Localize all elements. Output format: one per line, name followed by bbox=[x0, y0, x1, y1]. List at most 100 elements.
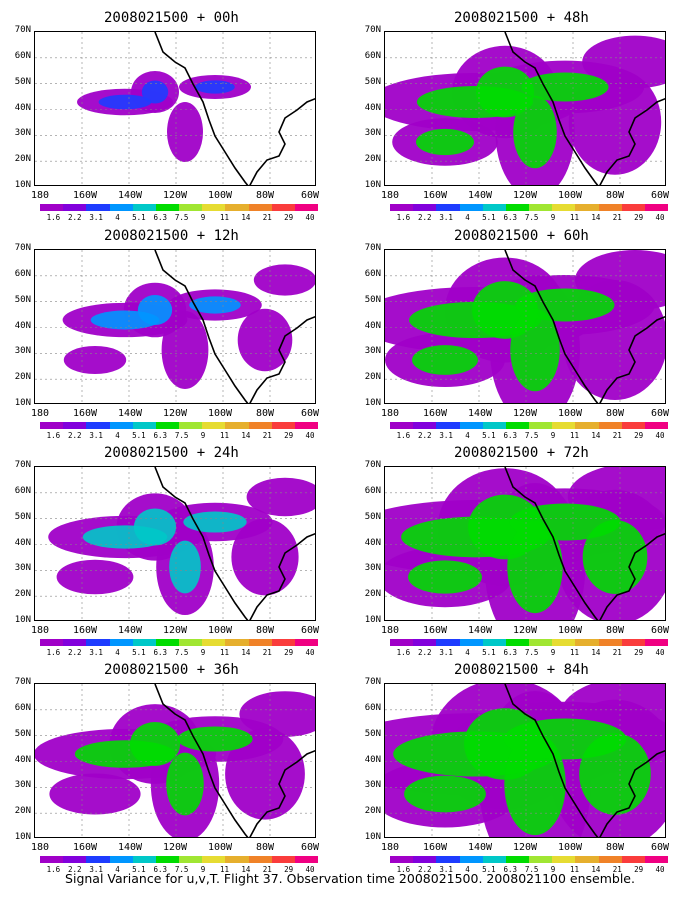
color-bar-swatch bbox=[436, 422, 460, 429]
color-bar-swatch bbox=[552, 422, 576, 429]
color-bar-label: 7.5 bbox=[174, 431, 189, 440]
coastline bbox=[504, 250, 665, 403]
color-bar-label: 40 bbox=[305, 865, 315, 874]
lat-tick-label: 60N bbox=[14, 50, 31, 61]
color-bar-swatch bbox=[482, 856, 506, 863]
color-bar-label: 7.5 bbox=[524, 213, 539, 222]
lat-tick-label: 40N bbox=[14, 102, 31, 113]
panel-title: 2008021500 + 12h bbox=[104, 228, 239, 244]
lon-tick-label: 100W bbox=[557, 408, 583, 419]
map-area bbox=[384, 466, 666, 621]
color-bar-label: 6.3 bbox=[153, 865, 168, 874]
color-bar-label: 11 bbox=[219, 865, 229, 874]
variance-region bbox=[195, 80, 235, 94]
coastline bbox=[154, 32, 315, 185]
color-bar-swatch bbox=[179, 856, 203, 863]
lat-tick-label: 40N bbox=[364, 102, 381, 113]
color-bar-label: 1.6 bbox=[396, 213, 411, 222]
variance-region bbox=[167, 102, 203, 162]
panel-title: 2008021500 + 48h bbox=[454, 10, 589, 26]
color-bar-swatch bbox=[529, 204, 553, 211]
color-bar-swatch bbox=[225, 204, 249, 211]
panel-title: 2008021500 + 60h bbox=[454, 228, 589, 244]
lon-tick-label: 80W bbox=[255, 625, 275, 636]
color-bar-swatch bbox=[202, 204, 226, 211]
color-bar-swatch bbox=[86, 204, 110, 211]
map-area bbox=[384, 249, 666, 404]
lat-tick-label: 50N bbox=[14, 728, 31, 739]
color-bar-label: 6.3 bbox=[153, 648, 168, 657]
map-area bbox=[34, 249, 316, 404]
color-bar-label: 5.1 bbox=[132, 213, 146, 222]
variance-region bbox=[63, 345, 127, 375]
color-bar-swatch bbox=[86, 422, 110, 429]
map-area bbox=[384, 683, 666, 838]
variance-region bbox=[133, 508, 177, 546]
color-bar-swatch bbox=[40, 639, 64, 646]
color-bar bbox=[40, 422, 319, 429]
variance-region bbox=[239, 691, 315, 737]
color-bar-label: 6.3 bbox=[153, 431, 168, 440]
color-bar-label: 4 bbox=[115, 648, 120, 657]
color-bar-swatch bbox=[271, 856, 295, 863]
lat-tick-label: 30N bbox=[14, 780, 31, 791]
lat-tick-label: 40N bbox=[14, 320, 31, 331]
color-bar-swatch bbox=[644, 856, 669, 863]
map-area bbox=[34, 683, 316, 838]
lon-tick-label: 180 bbox=[380, 190, 400, 201]
lat-tick-label: 10N bbox=[364, 615, 381, 625]
panel-title: 2008021500 + 24h bbox=[104, 445, 239, 461]
color-bar-label: 5.1 bbox=[132, 648, 146, 657]
color-bar-label: 21 bbox=[262, 431, 272, 440]
color-bar-label: 9 bbox=[550, 431, 556, 440]
color-bar-swatch bbox=[529, 856, 553, 863]
lat-tick-label: 60N bbox=[364, 702, 381, 713]
panel-title: 2008021500 + 84h bbox=[454, 662, 589, 678]
color-bar-label: 14 bbox=[241, 213, 251, 222]
variance-region bbox=[582, 35, 665, 89]
lon-tick-label: 120W bbox=[512, 625, 538, 636]
color-bar-swatch bbox=[436, 639, 460, 646]
lat-tick-label: 20N bbox=[14, 806, 31, 817]
lon-tick-label: 180 bbox=[380, 625, 400, 636]
variance-region bbox=[582, 520, 648, 594]
lon-tick-label: 140W bbox=[117, 842, 143, 853]
color-bar-swatch bbox=[40, 422, 64, 429]
color-bar-label: 29 bbox=[634, 865, 644, 874]
color-bar-label: 11 bbox=[219, 431, 229, 440]
color-bar-label: 5.1 bbox=[482, 431, 496, 440]
lat-tick-label: 20N bbox=[14, 154, 31, 165]
color-bar-swatch bbox=[413, 422, 437, 429]
color-bar-swatch bbox=[63, 204, 87, 211]
color-bar-label: 1.6 bbox=[396, 648, 411, 657]
color-bar-label: 1.6 bbox=[46, 213, 61, 222]
color-bar-label: 4 bbox=[115, 213, 120, 222]
figure-caption: Signal Variance for u,v,T. Flight 37. Ob… bbox=[65, 871, 635, 886]
color-bar-label: 3.1 bbox=[439, 213, 453, 222]
lon-tick-label: 80W bbox=[605, 408, 625, 419]
color-bar-label: 9 bbox=[550, 213, 556, 222]
color-bar-swatch bbox=[225, 422, 249, 429]
color-bar-label: 29 bbox=[634, 648, 644, 657]
map-area bbox=[384, 31, 666, 186]
color-bar-swatch bbox=[294, 856, 319, 863]
variance-region bbox=[246, 477, 315, 517]
lat-tick-label: 40N bbox=[14, 537, 31, 548]
color-bar-swatch bbox=[155, 856, 180, 863]
color-bar-label: 21 bbox=[262, 213, 272, 222]
color-bar-label: 1.6 bbox=[46, 648, 61, 657]
color-bar-swatch bbox=[132, 204, 156, 211]
lat-tick-label: 70N bbox=[364, 243, 381, 253]
color-bar-swatch bbox=[598, 204, 622, 211]
color-bar-swatch bbox=[225, 639, 249, 646]
lat-tick-label: 40N bbox=[364, 754, 381, 765]
variance-region bbox=[161, 311, 209, 389]
map-svg bbox=[35, 250, 315, 403]
color-bar-swatch bbox=[248, 204, 272, 211]
lat-tick-label: 20N bbox=[14, 589, 31, 600]
color-bar-label: 9 bbox=[200, 865, 206, 874]
lat-tick-label: 50N bbox=[364, 294, 381, 305]
color-bar-label: 11 bbox=[219, 213, 229, 222]
coastline bbox=[154, 684, 315, 837]
color-bar-label: 14 bbox=[591, 431, 601, 440]
